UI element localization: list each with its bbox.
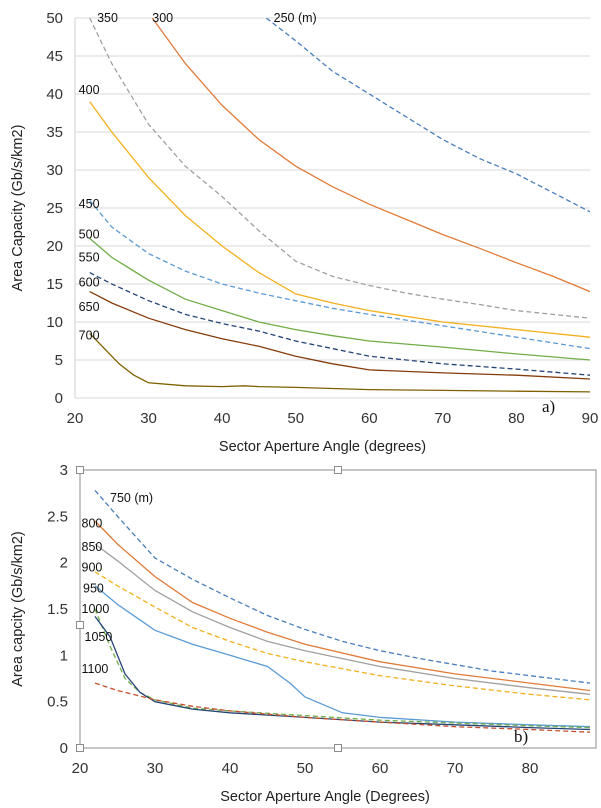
- x-tick-label: 80: [522, 760, 539, 777]
- x-tick-label: 90: [582, 410, 599, 427]
- x-tick-label: 20: [67, 410, 84, 427]
- x-tick-label: 70: [447, 760, 464, 777]
- y-tick-label: 2.5: [47, 508, 68, 525]
- y-tick-label: 30: [46, 162, 63, 179]
- series-label: 1000: [82, 602, 110, 616]
- series-label: 500: [79, 228, 100, 242]
- y-tick-label: 5: [55, 352, 63, 369]
- series-line: [89, 291, 590, 380]
- y-axis-title: Area Capacity (Gb/s/km2): [10, 125, 26, 292]
- series-line: [89, 101, 590, 338]
- panel-label: b): [514, 727, 528, 746]
- series-line: [94, 543, 590, 695]
- y-tick-label: 20: [46, 238, 63, 255]
- series-label: 300: [152, 11, 173, 25]
- series-line: [94, 520, 590, 692]
- series-line: [94, 489, 590, 684]
- series-line: [89, 237, 590, 361]
- y-tick-label: 0: [60, 740, 68, 757]
- series-label: 700: [79, 329, 100, 343]
- series-label: 600: [79, 275, 100, 289]
- y-tick-label: 50: [46, 10, 63, 27]
- y-tick-label: 45: [46, 48, 63, 65]
- series-label: 800: [82, 517, 103, 531]
- chart-panel-a: 0 5 10 15 20 25 30 35 40 45 50 20 30 40 50 60 70 80 90 Sect…: [10, 10, 598, 455]
- chart-panel-b: 0 0.5 1 1.5 2 2.5 3 20 30 40 50 60 70 80 Sector Apertu…: [10, 462, 597, 805]
- series-label: 650: [79, 300, 100, 314]
- x-axis-title: Sector Aperture Angle (Degrees): [220, 789, 430, 805]
- series-label: 550: [79, 250, 100, 264]
- y-tick-label: 2: [60, 555, 68, 572]
- series-line: [94, 616, 590, 731]
- y-tick-label: 35: [46, 124, 63, 141]
- x-tick-label: 60: [372, 760, 389, 777]
- series-line: [265, 18, 590, 213]
- resize-handle[interactable]: [76, 466, 84, 474]
- series-label: 900: [82, 560, 103, 574]
- series-line: [89, 18, 590, 319]
- x-tick-label: 70: [435, 410, 452, 427]
- series-line: [89, 272, 590, 376]
- series-label: 400: [79, 83, 100, 97]
- x-tick-label: 80: [508, 410, 525, 427]
- x-tick-label: 30: [140, 410, 157, 427]
- series-label: 1100: [82, 662, 109, 676]
- y-tick-label: 40: [46, 86, 63, 103]
- series-line: [94, 585, 590, 728]
- y-tick-label: 0: [55, 390, 63, 407]
- y-tick-label: 1.5: [47, 601, 68, 618]
- series-label: 850: [82, 540, 103, 554]
- x-tick-label: 30: [147, 760, 164, 777]
- series-line: [94, 608, 590, 729]
- y-tick-label: 1: [60, 647, 68, 664]
- resize-handle[interactable]: [76, 621, 84, 629]
- series-label: 450: [79, 197, 100, 211]
- panel-label: a): [542, 397, 555, 416]
- series-line: [94, 682, 590, 733]
- x-tick-label: 40: [214, 410, 231, 427]
- x-tick-label: 40: [222, 760, 239, 777]
- y-tick-label: 10: [46, 314, 63, 331]
- x-tick-label: 50: [297, 760, 314, 777]
- x-tick-label: 60: [361, 410, 378, 427]
- series-line: [151, 18, 590, 293]
- y-axis-title: Area capcity (Gb/s/km2): [10, 531, 26, 687]
- series-line: [89, 332, 590, 393]
- series-label: 950: [83, 582, 104, 596]
- x-axis-title: Sector Aperture Angle (degrees): [219, 439, 426, 455]
- series-label: 350: [97, 11, 118, 25]
- series-label: 750 (m): [110, 491, 153, 505]
- y-tick-label: 3: [60, 462, 68, 479]
- series-label: 1050: [85, 630, 113, 644]
- resize-handle[interactable]: [76, 744, 84, 752]
- series-label: 250 (m): [274, 11, 317, 25]
- series-line: [89, 199, 590, 350]
- y-tick-label: 25: [46, 200, 63, 217]
- x-tick-label: 50: [287, 410, 304, 427]
- x-tick-label: 20: [72, 760, 89, 777]
- y-tick-label: 0.5: [47, 694, 68, 711]
- y-tick-label: 15: [46, 276, 63, 293]
- resize-handle[interactable]: [334, 466, 342, 474]
- resize-handle[interactable]: [334, 744, 342, 752]
